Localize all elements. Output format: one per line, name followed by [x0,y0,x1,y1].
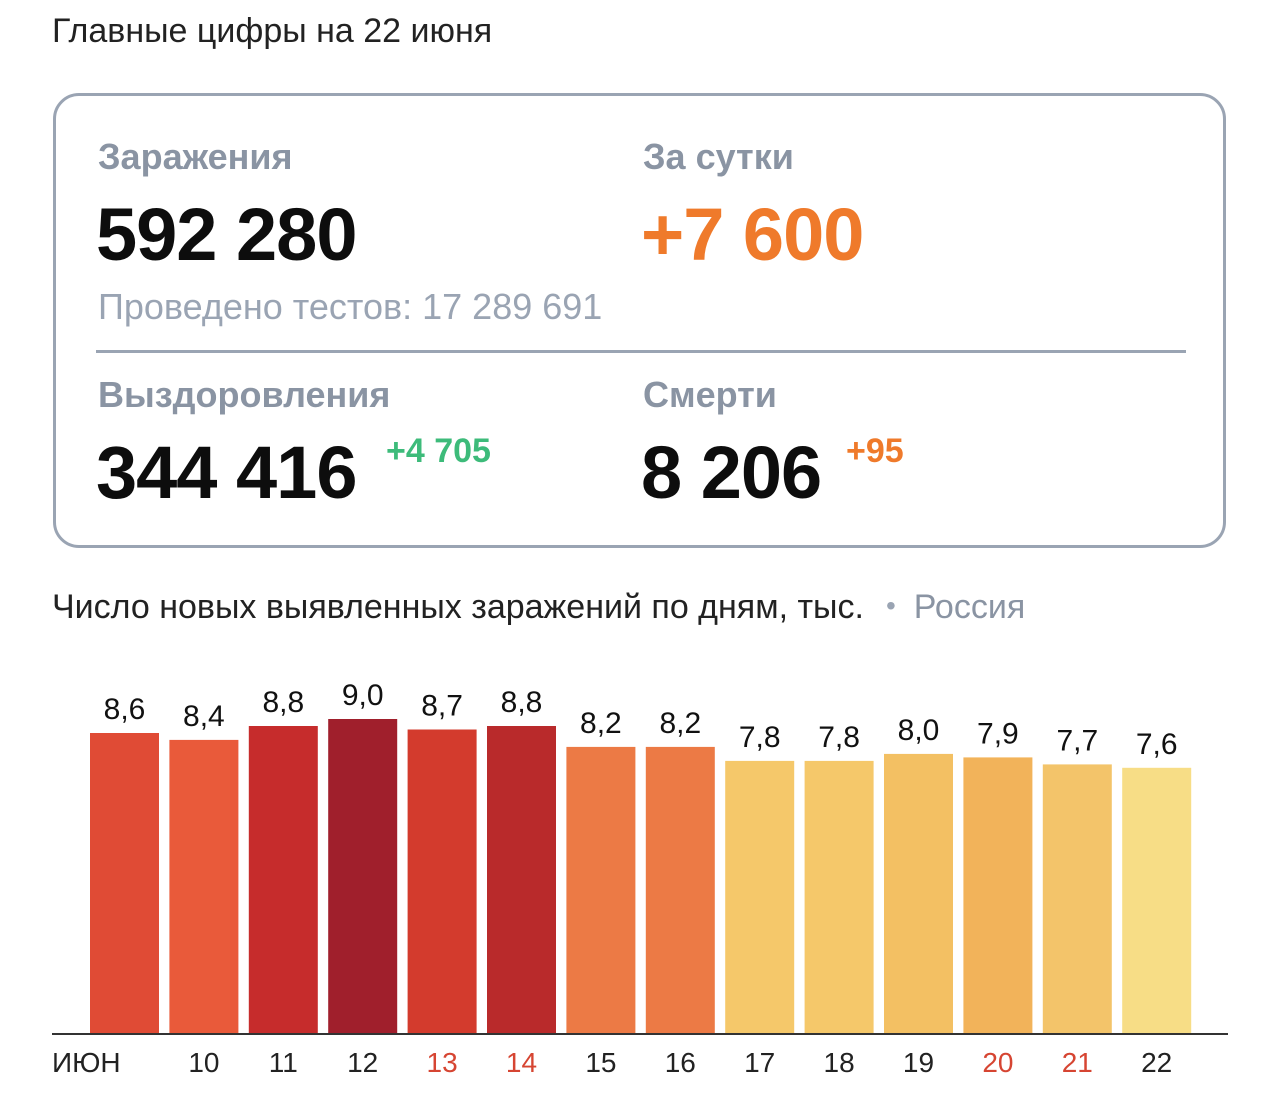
value-label-17: 7,8 [739,721,781,754]
value-label-12: 9,0 [342,679,384,712]
tests-count: Проведено тестов: 17 289 691 [98,286,603,327]
daily-label: За сутки [643,136,794,177]
value-label-10: 8,4 [183,700,225,733]
deaths-label: Смерти [643,374,777,415]
tick-label-21: 21 [1062,1047,1093,1078]
tick-label-19: 19 [903,1047,934,1078]
value-label-15: 8,2 [580,707,622,740]
deaths-delta: +95 [846,432,904,470]
summary-card: Заражения 592 280 За сутки +7 600 Провед… [53,93,1226,548]
daily-value: +7 600 [641,193,864,276]
bar-10[interactable] [169,739,239,1033]
separator-dot-icon: • [885,590,896,621]
tick-label-20: 20 [982,1047,1013,1078]
bar-19[interactable] [884,753,953,1033]
bar-22[interactable] [1122,767,1192,1033]
bar-21[interactable] [1042,764,1112,1033]
bar-13[interactable] [407,729,477,1034]
infections-value: 592 280 [96,193,357,276]
page-title: Главные цифры на 22 июня [52,12,493,50]
value-label-11: 8,8 [262,686,304,719]
bar-chart: 8,6 8,4 8,8 9,0 8,7 8,8 8,2 8,2 7,8 7,8 8,0 7,9 7,7 7… [52,679,1228,1078]
tick-label-10: 10 [188,1047,219,1078]
value-label-20: 7,9 [977,717,1019,750]
value-label-18: 7,8 [818,721,860,754]
bar-9[interactable] [90,733,159,1033]
bar-14[interactable] [487,726,556,1033]
bar-20[interactable] [963,757,1033,1033]
tick-label-11: 11 [269,1047,298,1078]
region-selector[interactable]: Россия [913,588,1026,626]
deaths-value: 8 206 [641,431,822,514]
tick-label-15: 15 [585,1047,616,1078]
tick-label-22: 22 [1141,1047,1172,1078]
tick-label-17: 17 [744,1047,775,1078]
infections-label: Заражения [98,136,293,177]
recoveries-value: 344 416 [96,431,357,514]
recoveries-label: Выздоровления [98,374,391,415]
tick-label-13: 13 [427,1047,458,1078]
chart-header: Число новых выявленных заражений по дням… [52,588,1025,627]
value-label-22: 7,6 [1136,728,1178,761]
value-label-13: 8,7 [421,690,463,723]
tick-label-14: 14 [506,1047,537,1078]
value-label-21: 7,7 [1056,724,1098,757]
tick-label-12: 12 [347,1047,378,1078]
tick-label-18: 18 [824,1047,855,1078]
bar-17[interactable] [725,760,795,1033]
bar-11[interactable] [248,726,318,1033]
bar-15[interactable] [566,746,636,1033]
bar-16[interactable] [645,746,715,1033]
value-label-14: 8,8 [501,686,543,719]
value-label-16: 8,2 [659,707,701,740]
value-label-9: 8,6 [104,693,146,726]
bar-18[interactable] [804,760,874,1033]
bar-12[interactable] [328,719,398,1033]
chart-title: Число новых выявленных заражений по дням… [52,588,864,626]
month-label: ИЮН [52,1047,121,1078]
divider [96,350,1186,353]
tick-label-16: 16 [665,1047,696,1078]
recoveries-delta: +4 705 [386,432,491,470]
value-label-19: 8,0 [898,714,940,747]
